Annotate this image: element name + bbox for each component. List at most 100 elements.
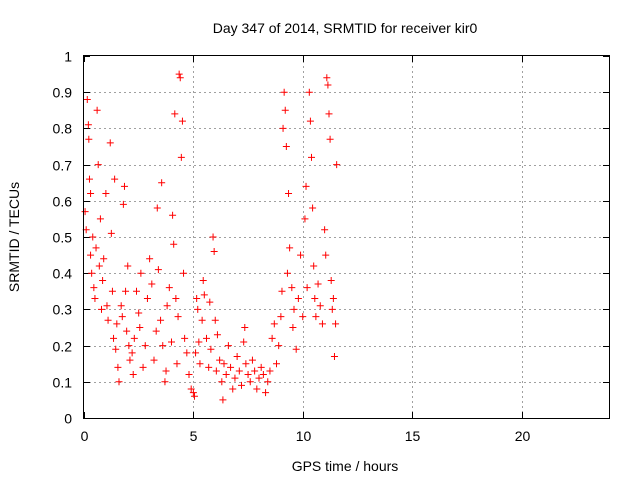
data-point [281, 106, 289, 114]
data-point [94, 161, 102, 169]
data-point [87, 190, 95, 198]
data-point [106, 139, 114, 147]
data-point [110, 334, 118, 342]
data-point [83, 95, 91, 103]
data-point [92, 244, 100, 252]
data-point [175, 70, 183, 78]
data-point [286, 244, 294, 252]
data-point [159, 342, 167, 350]
data-point [81, 208, 89, 216]
data-point [88, 269, 96, 277]
data-point [314, 280, 322, 288]
data-point [323, 74, 331, 82]
data-point [198, 316, 206, 324]
data-point [170, 240, 178, 248]
data-point [231, 374, 239, 382]
data-point [137, 269, 145, 277]
data-point [206, 298, 214, 306]
x-tick-label: 10 [296, 428, 312, 444]
data-point [126, 356, 134, 364]
data-point [262, 389, 270, 397]
data-point [327, 276, 335, 284]
data-point [158, 179, 166, 187]
data-point [153, 204, 161, 212]
y-tick-label: 0.7 [53, 158, 73, 174]
data-point [332, 320, 340, 328]
data-point [308, 153, 315, 161]
data-point [282, 143, 290, 150]
data-point [229, 385, 237, 393]
data-point [172, 295, 180, 303]
data-point [163, 302, 171, 310]
data-point [233, 352, 241, 360]
data-point [161, 378, 169, 386]
data-point [111, 175, 119, 183]
data-point [324, 81, 332, 89]
data-point [183, 349, 191, 357]
data-point [136, 324, 144, 331]
data-point [235, 367, 243, 375]
data-point [238, 381, 245, 389]
data-point [209, 233, 217, 241]
data-point [189, 389, 197, 397]
data-point [193, 295, 201, 303]
data-point [173, 360, 181, 368]
data-point [123, 327, 131, 335]
data-point [165, 284, 173, 292]
data-point [128, 349, 136, 357]
data-point [303, 284, 311, 292]
axis-ticks: 00.10.20.30.40.50.60.70.80.910 5 10 15 20 [53, 49, 609, 444]
data-point [321, 226, 329, 234]
data-point [220, 360, 228, 368]
data-point [292, 345, 300, 353]
data-point [146, 255, 154, 263]
data-point [268, 334, 276, 342]
data-point [112, 345, 120, 353]
x-tick-label: 20 [515, 428, 531, 444]
data-point [255, 374, 263, 382]
data-point [305, 88, 313, 96]
data-point [264, 378, 272, 386]
data-point [270, 320, 278, 328]
grid-lines [84, 56, 609, 418]
y-tick-label: 0.5 [53, 230, 73, 246]
data-point [185, 371, 193, 379]
data-point [96, 215, 104, 223]
data-point [212, 367, 220, 375]
data-point [176, 74, 184, 82]
data-points [81, 70, 341, 404]
y-tick-label: 0.3 [53, 302, 73, 318]
data-point [318, 320, 326, 328]
data-point [125, 342, 133, 350]
data-point [278, 287, 286, 295]
data-point [143, 295, 151, 303]
data-point [329, 295, 337, 303]
chart-title: Day 347 of 2014, SRMTID for receiver kir… [213, 20, 478, 36]
data-point [294, 295, 302, 303]
data-point [227, 363, 235, 371]
data-point [93, 106, 101, 114]
data-point [117, 302, 125, 310]
data-point [98, 305, 105, 313]
data-point [199, 276, 207, 284]
data-point [157, 316, 165, 324]
data-point [333, 161, 341, 169]
data-point [241, 324, 249, 331]
data-point [139, 363, 147, 371]
y-tick-label: 0.8 [53, 121, 73, 137]
data-point [91, 295, 99, 303]
data-point [259, 371, 267, 379]
data-point [306, 117, 314, 125]
data-point [251, 367, 259, 375]
data-point [89, 233, 97, 241]
data-point [248, 356, 256, 364]
data-point [148, 280, 156, 288]
data-point [203, 334, 210, 342]
data-point [288, 284, 296, 292]
data-point [309, 204, 317, 212]
data-point [169, 211, 177, 219]
data-point [177, 153, 185, 161]
data-point [326, 135, 334, 143]
data-point [113, 320, 121, 328]
